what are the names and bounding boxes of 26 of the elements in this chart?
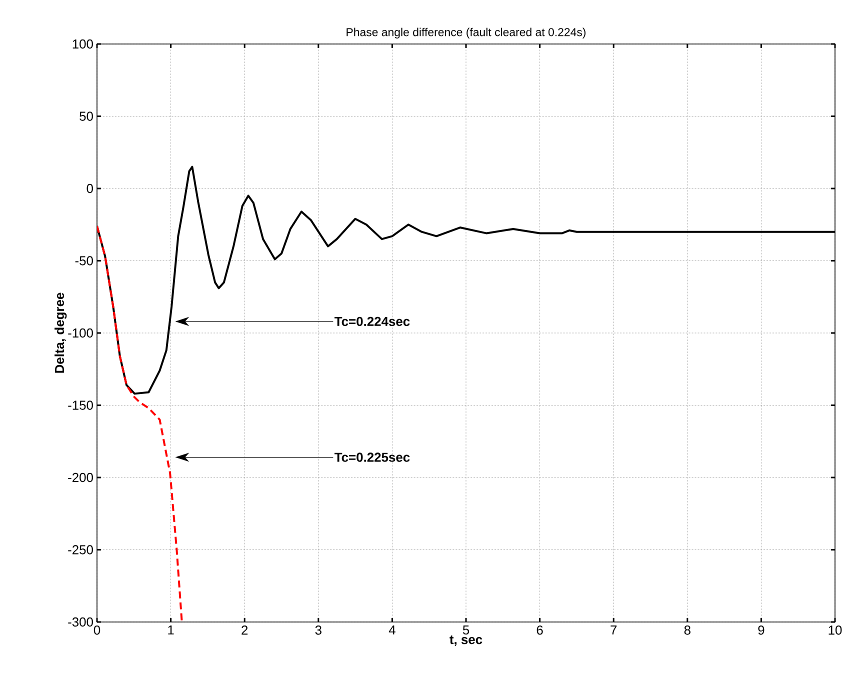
y-tick-label: -150 xyxy=(68,400,93,410)
y-tick-label: -250 xyxy=(68,545,93,554)
x-tick-label: 7 xyxy=(610,626,617,634)
y-tick-label: -100 xyxy=(68,328,93,338)
x-tick-label: 8 xyxy=(684,626,690,635)
y-tick-label: -300 xyxy=(68,617,93,627)
x-tick-label: 1 xyxy=(168,626,174,634)
line-series xyxy=(97,225,183,622)
x-tick-label: 4 xyxy=(388,626,396,634)
x-axis-title: t, sec xyxy=(450,636,482,646)
x-tick-label: 6 xyxy=(536,626,543,635)
x-tick-label: 0 xyxy=(94,626,100,635)
y-tick-label: -50 xyxy=(75,256,93,266)
y-tick-label: 0 xyxy=(86,184,93,194)
x-tick-label: 9 xyxy=(758,626,764,635)
x-tick-label: 2 xyxy=(242,626,248,635)
y-axis-title: Delta, degree xyxy=(54,292,67,373)
annotation: Tc=0.224sec xyxy=(334,316,410,326)
x-tick-label: 3 xyxy=(315,626,322,635)
x-tick-label: 10 xyxy=(828,626,842,635)
chart-title: Phase angle difference (fault cleared at 0.224s) xyxy=(346,28,586,38)
y-tick-label: 100 xyxy=(72,39,93,49)
x-tick-label: 5 xyxy=(462,626,470,635)
annotation: Tc=0.225sec xyxy=(334,452,410,462)
y-tick-label: 50 xyxy=(80,112,93,121)
y-tick-label: -200 xyxy=(68,472,93,482)
